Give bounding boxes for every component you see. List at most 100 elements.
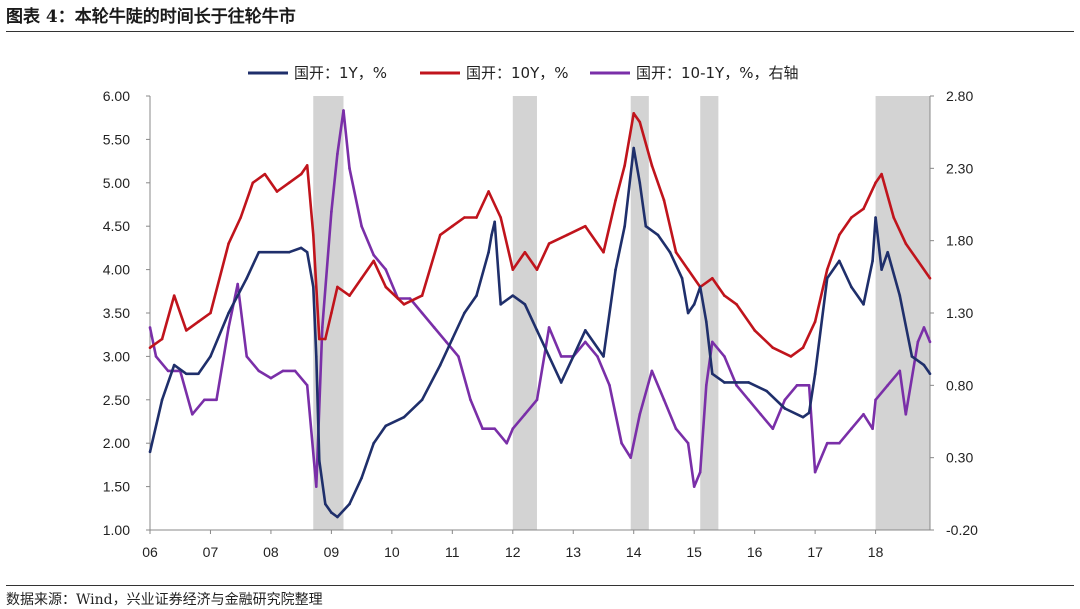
data-point-s1 [311, 233, 315, 237]
data-point-s1 [451, 224, 454, 228]
data-point-s1 [360, 276, 363, 280]
data-point-s0 [360, 476, 363, 480]
data-point-s2 [904, 412, 908, 416]
data-point-s2 [547, 326, 551, 329]
data-point-s2 [293, 369, 297, 373]
data-point-s1 [402, 303, 406, 306]
data-point-s1 [547, 242, 551, 245]
data-point-s2 [348, 167, 351, 170]
data-point-s1 [251, 181, 255, 185]
data-point-s0 [463, 311, 466, 315]
data-point-s0 [602, 355, 605, 358]
data-point-s1 [711, 276, 714, 280]
data-point-s0 [747, 381, 750, 384]
data-point-s2 [493, 427, 496, 431]
data-point-s0 [305, 250, 309, 254]
data-point-s2 [916, 340, 920, 344]
data-point-s0 [324, 502, 327, 506]
data-point-s1 [584, 224, 587, 228]
legend-label-1: 国开：10Y，% [466, 64, 569, 82]
data-point-s0 [257, 250, 261, 254]
data-point-s2 [825, 441, 829, 445]
left-tick-label: 3.50 [103, 305, 130, 321]
data-point-s1 [487, 190, 490, 193]
data-point-s2 [336, 152, 339, 156]
data-point-s0 [783, 407, 787, 410]
data-point-s0 [922, 363, 926, 367]
data-point-s1 [287, 181, 291, 185]
data-point-s2 [674, 427, 678, 431]
left-tick-label: 1.00 [103, 522, 130, 538]
data-point-s1 [623, 164, 626, 167]
x-tick-label: 06 [142, 544, 158, 560]
data-point-s2 [360, 224, 363, 228]
data-point-s1 [148, 346, 152, 350]
data-point-s1 [638, 120, 642, 124]
data-point-s1 [723, 294, 726, 297]
data-point-s1 [184, 329, 188, 332]
data-point-s2 [874, 398, 877, 402]
data-point-s2 [314, 485, 318, 488]
data-point-s2 [584, 340, 587, 344]
data-point-s0 [698, 285, 702, 289]
data-point-s2 [457, 355, 460, 358]
x-tick-label: 08 [263, 544, 279, 560]
data-point-s1 [850, 216, 853, 219]
data-point-s1 [463, 216, 466, 219]
source-note: 数据来源：Wind，兴业证券经济与金融研究院整理 [6, 592, 323, 608]
data-point-s2 [154, 355, 158, 358]
data-point-s0 [160, 398, 164, 402]
data-point-s0 [287, 250, 291, 254]
shaded-period-3 [700, 96, 719, 530]
data-point-s0 [704, 320, 708, 323]
axes: 1.00 1.50 2.00 2.50 3.00 3.50 4.00 4.50 5.00 5.50… [103, 88, 978, 560]
right-tick-label: -0.20 [946, 522, 978, 538]
data-point-s0 [451, 337, 454, 341]
data-point-s0 [838, 259, 841, 263]
data-point-s1 [662, 198, 666, 202]
data-point-s2 [191, 412, 194, 416]
data-point-s0 [898, 294, 902, 297]
data-point-s1 [209, 311, 212, 315]
data-point-s2 [620, 441, 623, 445]
data-point-s1 [674, 250, 678, 254]
data-point-s0 [269, 250, 273, 254]
data-point-s0 [499, 303, 502, 306]
data-point-s2 [850, 427, 853, 431]
x-tick-label: 10 [384, 544, 400, 560]
data-point-s0 [493, 220, 496, 224]
data-point-s1 [813, 320, 817, 323]
data-point-s2 [723, 355, 726, 358]
data-point-s2 [608, 384, 611, 387]
data-point-s0 [184, 372, 188, 376]
left-tick-label: 4.50 [103, 218, 130, 234]
data-point-s2 [408, 297, 412, 300]
data-point-s1 [880, 172, 883, 176]
data-point-s2 [686, 441, 690, 445]
data-point-s0 [874, 216, 877, 219]
data-point-s2 [321, 326, 324, 329]
data-point-s0 [336, 515, 339, 519]
data-point-s2 [650, 369, 654, 373]
data-point-s2 [444, 340, 448, 344]
data-point-s0 [559, 381, 563, 384]
data-point-s2 [629, 456, 632, 459]
data-point-s1 [475, 216, 478, 219]
data-point-s0 [871, 259, 874, 263]
data-point-s0 [547, 355, 551, 358]
data-point-s1 [686, 268, 690, 271]
data-point-s0 [384, 424, 388, 428]
data-point-s0 [686, 311, 690, 315]
data-point-s1 [299, 172, 303, 176]
data-point-s1 [632, 112, 636, 115]
x-tick-label: 11 [445, 544, 460, 560]
data-point-s2 [807, 384, 811, 387]
x-tick-label: 13 [565, 544, 581, 560]
data-point-s0 [614, 268, 617, 271]
data-point-s2 [330, 210, 333, 214]
data-point-s2 [922, 326, 926, 329]
data-point-s2 [871, 427, 874, 431]
data-point-s0 [692, 303, 696, 306]
data-point-s2 [783, 398, 787, 402]
data-point-s1 [535, 268, 539, 271]
